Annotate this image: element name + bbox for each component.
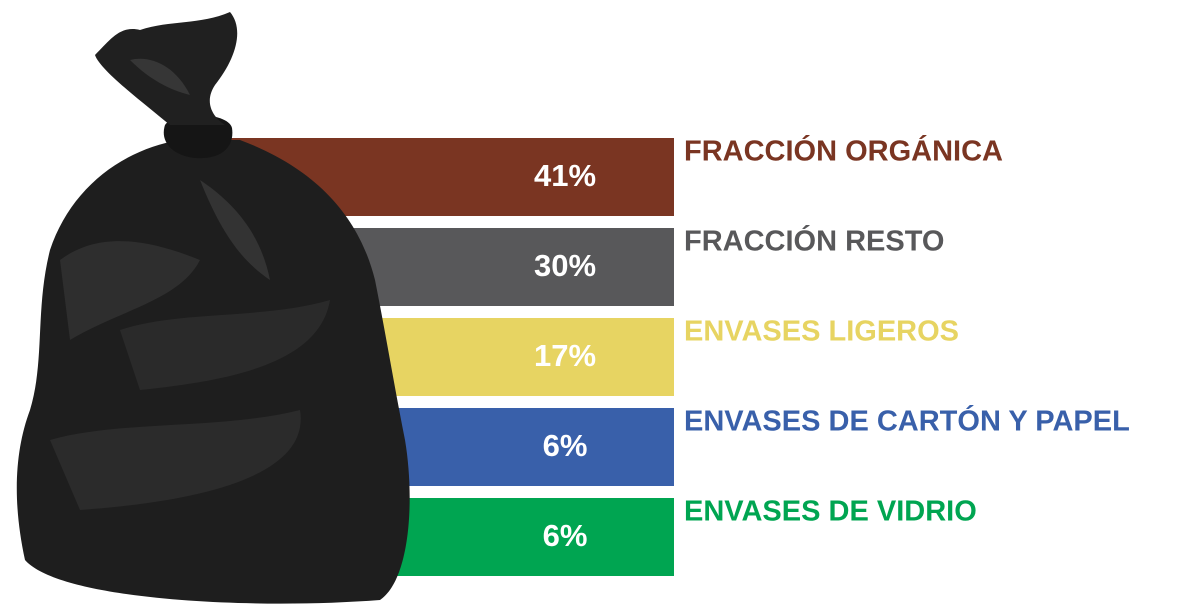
page: {"items": [ {"label": "FRACCIÓN ORGÁNICA…: [0, 0, 1180, 611]
percent: 6%: [543, 518, 588, 553]
category-label: ENVASES DE CARTÓN Y PAPEL: [684, 404, 1130, 438]
percent: 41%: [534, 158, 596, 193]
category-label: ENVASES LIGEROS: [684, 316, 959, 348]
percent: 6%: [543, 428, 588, 463]
percent: 17%: [534, 338, 596, 373]
infographic: 41% FRACCIÓN ORGÁNICA 30% FRACCIÓN RESTO 17%…: [0, 0, 1180, 611]
trash-bag: [17, 12, 410, 604]
percent: 30%: [534, 248, 596, 283]
category-label: ENVASES DE VIDRIO: [684, 496, 977, 528]
category-label: FRACCIÓN RESTO: [684, 224, 944, 258]
category-label: FRACCIÓN ORGÁNICA: [684, 134, 1003, 168]
